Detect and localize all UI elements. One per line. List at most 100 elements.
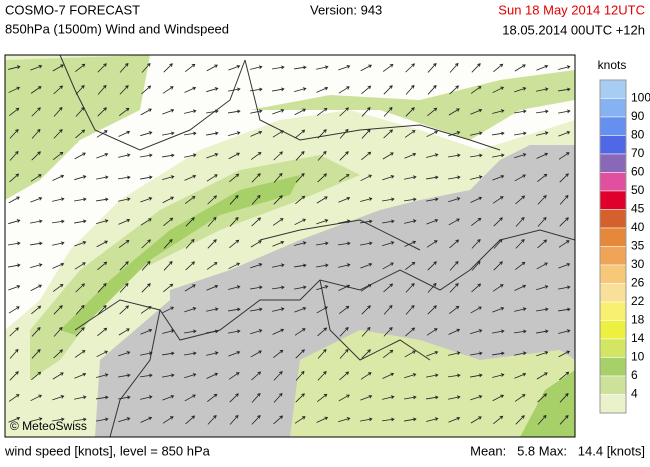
wind-arrow: [163, 238, 173, 249]
wind-arrow: [118, 328, 130, 336]
wind-arrow: [317, 150, 327, 161]
wind-arrow: [228, 285, 241, 290]
wind-arrow: [361, 151, 372, 161]
wind-arrow: [427, 62, 437, 73]
wind-arrow: [251, 173, 261, 183]
wind-arrow: [272, 65, 285, 70]
wind-arrow: [250, 329, 263, 335]
wind-arrow: [96, 175, 109, 180]
wind-arrow: [448, 108, 460, 116]
wind-arrow: [206, 109, 219, 114]
wind-arrow: [140, 108, 152, 116]
legend-swatch: [599, 209, 627, 229]
wind-arrow: [206, 307, 219, 312]
wind-arrow: [405, 84, 415, 95]
wind-arrow: [316, 306, 328, 314]
wind-arrow: [338, 174, 350, 182]
wind-arrow: [558, 307, 571, 312]
wind-arrow: [273, 415, 284, 425]
wind-arrow: [30, 86, 42, 94]
wind-arrow: [52, 64, 64, 72]
legend-swatch: [599, 116, 627, 136]
wind-arrow: [96, 240, 109, 248]
wind-arrow: [272, 307, 285, 312]
wind-arrow: [294, 218, 307, 226]
wind-arrow: [426, 197, 439, 202]
wind-arrow: [360, 394, 373, 401]
wind-arrow: [272, 285, 285, 290]
wind-arrow: [426, 328, 438, 336]
wind-band: [60, 175, 300, 335]
wind-arrow: [426, 395, 439, 400]
wind-arrow: [536, 109, 549, 114]
wind-arrow: [426, 350, 439, 357]
wind-arrow: [141, 239, 151, 249]
wind-arrow: [405, 304, 415, 315]
wind-arrow: [492, 351, 505, 356]
wind-arrow: [251, 415, 261, 425]
wind-arrow: [515, 239, 525, 249]
wind-arrow: [427, 261, 437, 271]
wind-arrow: [404, 240, 417, 247]
wind-arrow: [118, 107, 130, 116]
wind-arrow: [383, 85, 393, 95]
wind-arrow: [536, 285, 549, 291]
wind-arrow: [448, 416, 461, 423]
wind-arrow: [470, 373, 483, 378]
wind-arrow: [184, 351, 197, 356]
wind-arrow: [470, 416, 482, 424]
wind-arrow: [74, 219, 87, 224]
wind-arrow: [250, 130, 263, 137]
wind-arrow: [273, 195, 283, 205]
wind-arrow: [185, 415, 196, 425]
wind-arrow: [228, 87, 241, 92]
wind-arrow: [294, 328, 306, 336]
wind-arrow: [471, 260, 481, 271]
wind-arrow: [382, 219, 395, 224]
wind-arrow: [31, 371, 42, 381]
wind-arrow: [360, 417, 373, 422]
wind-arrow: [317, 393, 328, 402]
wind-arrow: [515, 216, 525, 227]
legend-swatch: [599, 227, 627, 247]
wind-arrow: [30, 394, 43, 402]
wind-arrow: [295, 129, 306, 139]
wind-arrow: [492, 306, 505, 313]
wind-arrow: [229, 173, 240, 183]
wind-arrow: [536, 351, 549, 357]
wind-arrow: [558, 152, 570, 160]
legend-label: 18: [631, 313, 645, 327]
legend-label: 10: [631, 350, 645, 364]
wind-arrow: [449, 283, 459, 293]
wind-arrow: [449, 260, 459, 271]
wind-arrow: [184, 174, 197, 181]
wind-arrow: [404, 219, 417, 224]
wind-arrow: [184, 196, 196, 204]
wind-band: [250, 70, 575, 140]
wind-arrow: [251, 371, 262, 381]
wind-arrow: [52, 197, 65, 202]
wind-arrow: [515, 415, 525, 425]
wind-arrow: [31, 305, 42, 315]
wind-arrow: [558, 329, 571, 334]
wind-arrow: [206, 87, 219, 93]
wind-arrow: [162, 351, 175, 356]
wind-arrow: [339, 107, 349, 117]
wind-band: [30, 155, 360, 380]
wind-arrow: [360, 241, 373, 246]
wind-arrow: [272, 328, 285, 335]
wind-arrow: [52, 284, 64, 292]
wind-arrow: [97, 84, 107, 95]
wind-arrow: [537, 173, 548, 182]
wind-arrow: [140, 351, 153, 356]
legend-label: 40: [631, 220, 645, 234]
legend: 100 90 80 70 60 50 45 40 35 30 26 22 18 14 10 6 4: [599, 79, 650, 414]
footer-stats: Mean: 5.8 Max: 14.4 [knots]: [470, 443, 645, 458]
wind-arrow: [97, 305, 107, 315]
wind-arrow: [404, 417, 417, 422]
legend-swatch: [599, 301, 627, 321]
wind-arrow: [141, 62, 151, 73]
wind-arrow: [426, 175, 439, 180]
wind-arrow: [470, 108, 483, 115]
wind-arrow: [514, 131, 527, 136]
